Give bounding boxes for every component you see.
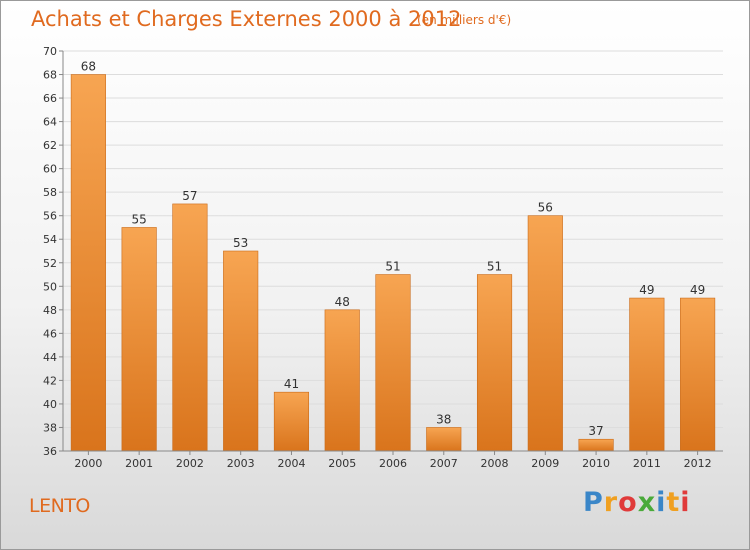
bar-value-label: 49 [639, 283, 654, 297]
x-tick-label: 2001 [125, 457, 153, 470]
logo-letter: r [603, 487, 619, 518]
bar-value-label: 57 [182, 189, 197, 203]
bar [629, 297, 665, 452]
logo-letter: x [637, 487, 657, 518]
x-tick-label: 2008 [481, 457, 509, 470]
y-tick-label: 62 [43, 139, 57, 152]
bar [680, 297, 716, 452]
y-tick-label: 66 [43, 92, 57, 105]
y-tick-label: 42 [43, 374, 57, 387]
bar [375, 274, 411, 452]
y-tick-label: 38 [43, 421, 57, 434]
logo-letter: o [618, 487, 638, 518]
proxiti-logo: Proxiti [583, 487, 691, 518]
bar-value-label: 49 [690, 283, 705, 297]
y-tick-label: 48 [43, 304, 57, 317]
x-tick-label: 2000 [74, 457, 102, 470]
logo-letter: i [680, 487, 691, 518]
bar [578, 438, 614, 452]
x-tick-label: 2009 [531, 457, 559, 470]
bar-value-label: 53 [233, 236, 248, 250]
x-tick-label: 2003 [227, 457, 255, 470]
logo-letter: i [656, 487, 667, 518]
y-tick-label: 68 [43, 69, 57, 82]
bar-value-label: 51 [385, 260, 400, 274]
bar [172, 203, 208, 452]
y-tick-label: 54 [43, 233, 57, 246]
y-tick-label: 70 [43, 45, 57, 58]
y-tick-label: 64 [43, 116, 57, 129]
bar-value-label: 41 [284, 377, 299, 391]
bar [426, 427, 462, 452]
y-tick-label: 36 [43, 445, 57, 458]
y-tick-label: 60 [43, 163, 57, 176]
y-tick-label: 46 [43, 327, 57, 340]
bar [273, 391, 310, 452]
x-tick-label: 2004 [277, 457, 305, 470]
y-tick-label: 58 [43, 186, 57, 199]
bar-value-label: 51 [487, 260, 502, 274]
y-tick-label: 52 [43, 257, 57, 270]
bar [527, 215, 563, 452]
y-tick-label: 56 [43, 210, 57, 223]
bar-value-label: 37 [588, 424, 603, 438]
bar [70, 74, 106, 452]
x-tick-label: 2012 [684, 457, 712, 470]
chart-title: Achats et Charges Externes 2000 à 2012 [31, 7, 462, 31]
bar [476, 274, 513, 452]
logo-letter: t [666, 487, 681, 518]
x-tick-label: 2002 [176, 457, 204, 470]
x-tick-label: 2010 [582, 457, 610, 470]
bar-value-label: 68 [81, 60, 96, 74]
y-tick-label: 40 [43, 398, 57, 411]
bar-value-label: 55 [132, 212, 147, 226]
logo-letter: P [583, 487, 604, 518]
bar-value-label: 56 [538, 201, 553, 215]
bar [121, 227, 157, 452]
place-name: LENTO [29, 495, 90, 517]
x-tick-label: 2011 [633, 457, 661, 470]
y-tick-label: 44 [43, 351, 57, 364]
bar-value-label: 38 [436, 412, 451, 426]
y-tick-label: 50 [43, 280, 57, 293]
bar [324, 309, 360, 452]
bar-value-label: 48 [335, 295, 350, 309]
chart-subtitle: (en milliers d'€) [417, 13, 512, 27]
x-tick-label: 2007 [430, 457, 458, 470]
x-tick-label: 2005 [328, 457, 356, 470]
x-tick-label: 2006 [379, 457, 407, 470]
bar [223, 250, 259, 452]
